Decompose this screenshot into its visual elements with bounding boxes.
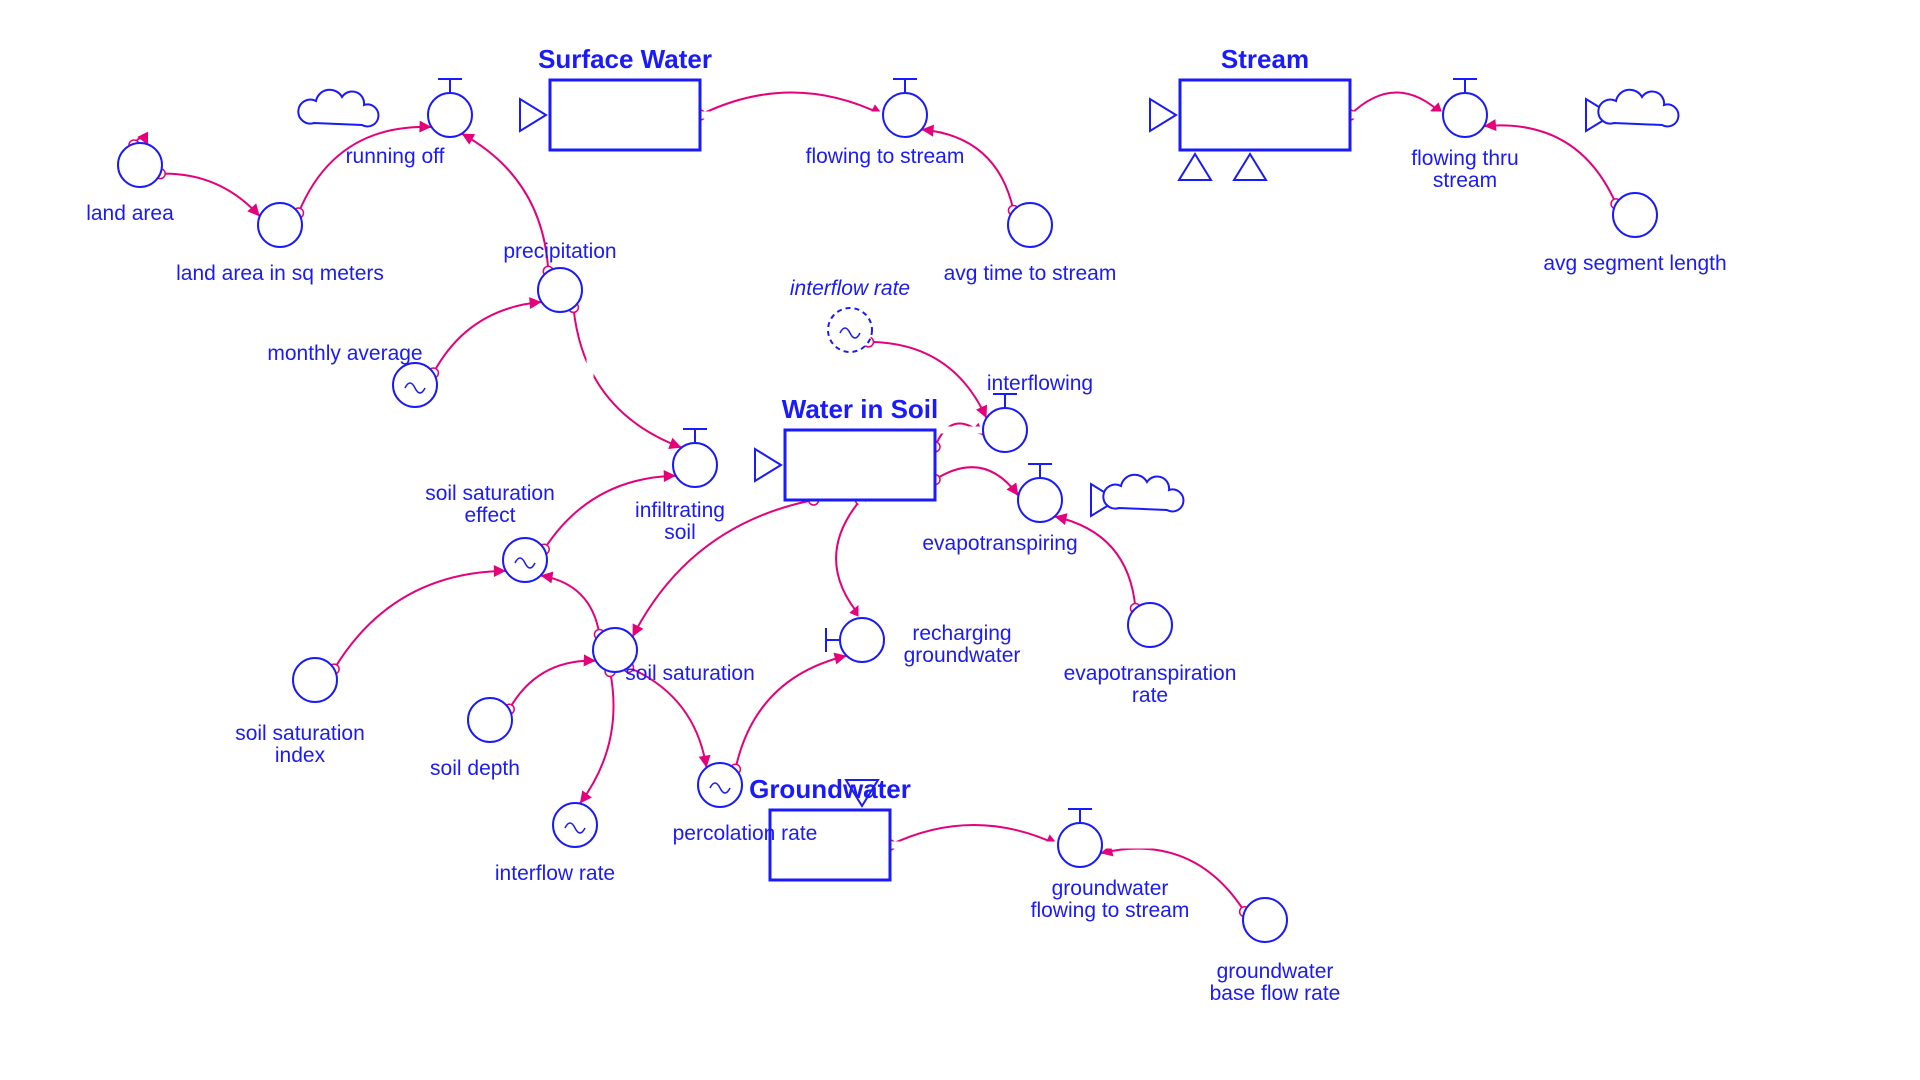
converter-interflow_rate2 bbox=[553, 803, 597, 847]
stock-stream bbox=[1180, 80, 1350, 150]
label-percolation_rate: percolation rate bbox=[673, 822, 818, 845]
flow-label-interflowing: interflowing bbox=[987, 372, 1093, 395]
label-interflow_rate2: interflow rate bbox=[495, 862, 615, 885]
converter-land_area_sqm bbox=[258, 203, 302, 247]
valve-flowing_thru_stream bbox=[1443, 93, 1487, 137]
valve-evapotranspiring bbox=[1018, 478, 1062, 522]
system-dynamics-diagram: Surface Water Stream Water in Soil Groundwa… bbox=[0, 0, 1920, 1080]
cloud-source bbox=[298, 90, 378, 127]
stock-groundwater bbox=[770, 810, 890, 880]
label-avg_time_to_stream: avg time to stream bbox=[944, 262, 1117, 285]
cloud-sink-stream bbox=[1598, 90, 1678, 127]
flow-label-gw_flowing_to_stream: groundwaterflowing to stream bbox=[1031, 877, 1190, 922]
stock-water_in_soil bbox=[785, 430, 935, 500]
converter-soil_saturation_index bbox=[293, 658, 337, 702]
label-soil_depth: soil depth bbox=[430, 757, 520, 780]
label-interflow_rate_ghost: interflow rate bbox=[790, 277, 910, 300]
flow-label-recharging_groundwater: recharginggroundwater bbox=[904, 622, 1021, 667]
label-land_area: land area bbox=[86, 202, 174, 225]
valve-flowing_to_stream bbox=[883, 93, 927, 137]
converter-precipitation bbox=[538, 268, 582, 312]
label-soil_saturation_effect: soil saturationeffect bbox=[425, 482, 555, 527]
label-evapotranspiration_rate: evapotranspirationrate bbox=[1064, 662, 1237, 707]
label-soil_saturation: soil saturation bbox=[625, 662, 755, 685]
stock-surface_water bbox=[550, 80, 700, 150]
cloud-sink-evap bbox=[1103, 475, 1183, 512]
label-precipitation: precipitation bbox=[503, 240, 616, 263]
converter-avg_time_to_stream bbox=[1008, 203, 1052, 247]
stock-label-stream: Stream bbox=[1221, 44, 1309, 74]
converter-soil_depth bbox=[468, 698, 512, 742]
converter-soil_saturation_effect bbox=[503, 538, 547, 582]
flow-label-flowing_thru_stream: flowing thrustream bbox=[1411, 147, 1518, 192]
label-soil_saturation_index: soil saturationindex bbox=[235, 722, 365, 767]
converter-evapotranspiration_rate bbox=[1128, 603, 1172, 647]
valve-infiltrating_soil bbox=[673, 443, 717, 487]
valve-gw_flowing_to_stream bbox=[1058, 823, 1102, 867]
label-avg_segment_length: avg segment length bbox=[1543, 252, 1726, 275]
converter-monthly_average bbox=[393, 363, 437, 407]
converter-groundwater_base_flow_rate bbox=[1243, 898, 1287, 942]
converter-avg_segment_length bbox=[1613, 193, 1657, 237]
flow-label-flowing_to_stream: flowing to stream bbox=[806, 145, 965, 168]
converter-percolation_rate bbox=[698, 763, 742, 807]
label-monthly_average: monthly average bbox=[267, 342, 422, 365]
stock-label-surface_water: Surface Water bbox=[538, 44, 712, 74]
label-groundwater_base_flow_rate: groundwaterbase flow rate bbox=[1210, 960, 1341, 1005]
valve-recharging_groundwater bbox=[840, 618, 884, 662]
stock-label-groundwater: Groundwater bbox=[749, 774, 911, 804]
stock-label-water_in_soil: Water in Soil bbox=[782, 394, 939, 424]
converter-interflow_rate_ghost bbox=[828, 308, 872, 352]
converter-land_area bbox=[118, 143, 162, 187]
valve-interflowing bbox=[983, 408, 1027, 452]
valve-running_off bbox=[428, 93, 472, 137]
flow-label-infiltrating_soil: infiltratingsoil bbox=[635, 499, 725, 544]
flow-label-evapotranspiring: evapotranspiring bbox=[922, 532, 1077, 555]
flow-label-running_off: running off bbox=[346, 145, 445, 168]
label-land_area_sqm: land area in sq meters bbox=[176, 262, 384, 285]
